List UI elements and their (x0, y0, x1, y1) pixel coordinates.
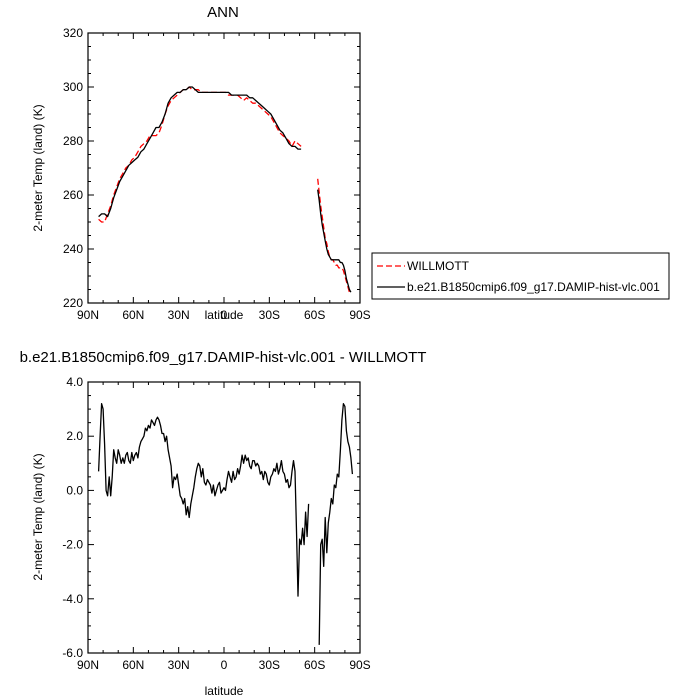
bottom-y-tick-label: -4.0 (62, 592, 83, 606)
top-plot-frame (87, 32, 361, 304)
top-lines (98, 86, 352, 293)
top-x-tick-label: 0 (221, 308, 228, 322)
top-y-tick-label: 220 (63, 296, 83, 310)
top-y-tick-label: 300 (63, 80, 83, 94)
top-y-tick-label: 320 (63, 26, 83, 40)
legend-label-willmott: WILLMOTT (407, 259, 470, 273)
bottom-chart-title: b.e21.B1850cmip6.f09_g17.DAMIP-hist-vlc.… (20, 349, 427, 366)
top-x-tick-label: 90N (77, 308, 99, 322)
bottom-x-tick-label: 60N (122, 658, 144, 672)
bottom-y-tick-label: -2.0 (62, 538, 83, 552)
bottom-y-axis-label: 2-meter Temp (land) (K) (31, 453, 45, 580)
bottom-y-tick-label: 2.0 (66, 429, 83, 443)
bottom-x-tick-label: 30N (168, 658, 190, 672)
top-x-tick-label: 90S (349, 308, 370, 322)
bottom-x-tick-label: 90S (349, 658, 370, 672)
top-series-1-line (98, 86, 302, 218)
top-series-0-line (98, 86, 302, 223)
top-x-tick-label: 30S (259, 308, 280, 322)
bottom-ticks: 90N 60N 30N 0 30S 60S 90S -6.0 -4.0 -2.0 0.0 2.0 4.0 (62, 375, 370, 672)
legend: WILLMOTT b.e21.B1850cmip6.f09_g17.DAMIP-… (371, 252, 670, 300)
bottom-x-tick-label: 0 (221, 658, 228, 672)
bottom-x-tick-label: 90N (77, 658, 99, 672)
bottom-y-tick-label: 4.0 (66, 375, 83, 389)
legend-box (371, 252, 670, 300)
bottom-x-axis-label: latitude (205, 684, 244, 698)
bottom-x-tick-label: 60S (304, 658, 325, 672)
bottom-panel: b.e21.B1850cmip6.f09_g17.DAMIP-hist-vlc.… (20, 349, 427, 698)
bottom-series-0-line (97, 403, 310, 597)
top-x-tick-label: 30N (168, 308, 190, 322)
bottom-series-0-line (318, 403, 354, 645)
bottom-lines (97, 403, 354, 645)
legend-label-model: b.e21.B1850cmip6.f09_g17.DAMIP-hist-vlc.… (407, 280, 660, 294)
top-y-axis-label: 2-meter Temp (land) (K) (31, 104, 45, 231)
top-x-tick-label: 60S (304, 308, 325, 322)
top-y-tick-label: 280 (63, 134, 83, 148)
bottom-y-tick-label: 0.0 (66, 483, 83, 497)
top-ticks: 90N 60N 30N 0 30S 60S 90S 220 240 260 280 300 320 (63, 26, 371, 322)
top-x-axis-label: latitude (205, 308, 244, 322)
bottom-x-tick-label: 30S (259, 658, 280, 672)
top-panel: ANN 90N 60N 30N 0 30S 60S 90S 220 240 260 280 300 32… (31, 4, 371, 322)
top-chart-title: ANN (207, 4, 239, 21)
bottom-y-tick-label: -6.0 (62, 646, 83, 660)
top-series-0-line (317, 178, 351, 293)
top-x-tick-label: 60N (122, 308, 144, 322)
top-y-tick-label: 260 (63, 188, 83, 202)
top-y-tick-label: 240 (63, 242, 83, 256)
top-series-1-line (317, 189, 352, 293)
